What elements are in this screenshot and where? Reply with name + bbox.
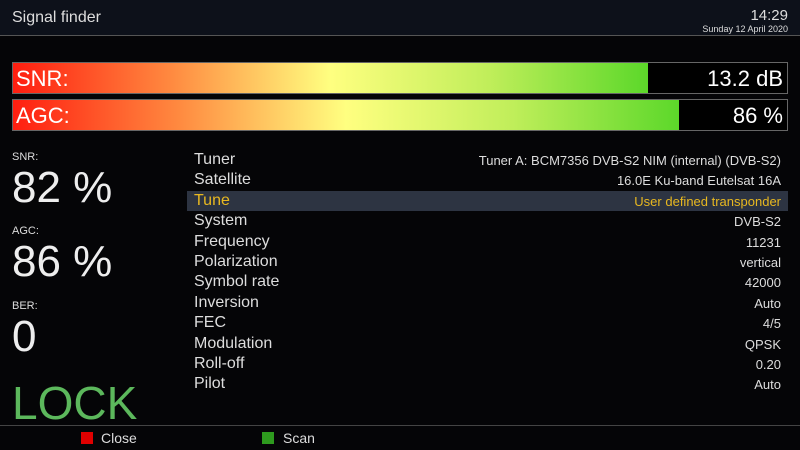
- scan-button[interactable]: Scan: [283, 430, 315, 446]
- detail-value: 42000: [744, 275, 781, 291]
- detail-value: DVB-S2: [734, 214, 781, 230]
- detail-row-tune[interactable]: Tune User defined transponder: [187, 190, 788, 211]
- footer: Close Scan: [0, 425, 800, 450]
- detail-value: 0.20: [755, 357, 781, 372]
- detail-row-polarization[interactable]: Polarization vertical: [187, 252, 788, 272]
- detail-key: Roll-off: [194, 355, 245, 372]
- agc-label: AGC:: [12, 225, 39, 237]
- detail-value: 4/5: [762, 316, 781, 332]
- detail-row-system[interactable]: System DVB-S2: [187, 211, 788, 231]
- detail-value: Tuner A: BCM7356 DVB-S2 NIM (internal) (…: [478, 153, 781, 168]
- detail-row-modulation[interactable]: Modulation QPSK: [187, 334, 788, 354]
- detail-key: Inversion: [194, 293, 259, 311]
- detail-key: System: [194, 212, 248, 230]
- detail-row-tuner[interactable]: Tuner Tuner A: BCM7356 DVB-S2 NIM (intern…: [187, 150, 788, 170]
- red-key-icon: [81, 432, 93, 444]
- detail-key: Tune: [194, 191, 230, 209]
- agc-bar: AGC: 86 %: [12, 99, 788, 131]
- detail-key: Satellite: [194, 171, 251, 189]
- detail-key: Tuner: [194, 151, 236, 168]
- detail-value: QPSK: [744, 336, 781, 352]
- ber-value: 0: [12, 312, 37, 361]
- snr-bar: SNR: 13.2 dB: [12, 62, 788, 94]
- snr-label: SNR:: [12, 151, 39, 163]
- snr-bar-fill: [13, 63, 648, 93]
- snr-value: 82 %: [12, 163, 113, 212]
- snr-bar-label: SNR:: [16, 66, 69, 91]
- detail-value: 16.0E Ku-band Eutelsat 16A: [616, 173, 781, 189]
- close-button[interactable]: Close: [101, 430, 137, 446]
- lock-status: LOCK: [12, 377, 138, 429]
- agc-bar-value: 86 %: [732, 103, 783, 128]
- detail-value: Auto: [754, 377, 781, 393]
- detail-row-satellite[interactable]: Satellite 16.0E Ku-band Eutelsat 16A: [187, 170, 788, 190]
- agc-bar-label: AGC:: [16, 103, 70, 128]
- detail-value: Auto: [754, 295, 781, 311]
- clock-date: Sunday 12 April 2020: [702, 24, 788, 34]
- detail-row-frequency[interactable]: Frequency 11231: [187, 232, 788, 252]
- detail-key: Modulation: [194, 334, 273, 352]
- detail-row-fec[interactable]: FEC 4/5: [187, 313, 788, 333]
- detail-key: Pilot: [194, 375, 226, 393]
- detail-key: Polarization: [194, 253, 278, 270]
- agc-value: 86 %: [12, 237, 113, 286]
- detail-row-roll-off[interactable]: Roll-off 0.20: [187, 354, 788, 374]
- detail-row-symbol-rate[interactable]: Symbol rate 42000: [187, 272, 788, 292]
- detail-key: FEC: [194, 314, 226, 332]
- snr-bar-value: 13.2 dB: [707, 66, 783, 91]
- detail-value: User defined transponder: [634, 193, 781, 209]
- header: Signal finder 14:29 Sunday 12 April 2020: [0, 0, 800, 36]
- ber-label: BER:: [12, 300, 38, 312]
- detail-value: 11231: [745, 234, 781, 250]
- detail-key: Frequency: [194, 232, 270, 250]
- detail-key: Symbol rate: [194, 273, 280, 291]
- page-title: Signal finder: [12, 9, 101, 26]
- agc-bar-fill: [13, 100, 679, 130]
- detail-row-pilot[interactable]: Pilot Auto: [187, 374, 788, 394]
- detail-row-inversion[interactable]: Inversion Auto: [187, 293, 788, 313]
- detail-value: vertical: [739, 255, 781, 270]
- clock-time: 14:29: [750, 7, 788, 24]
- green-key-icon: [262, 432, 274, 444]
